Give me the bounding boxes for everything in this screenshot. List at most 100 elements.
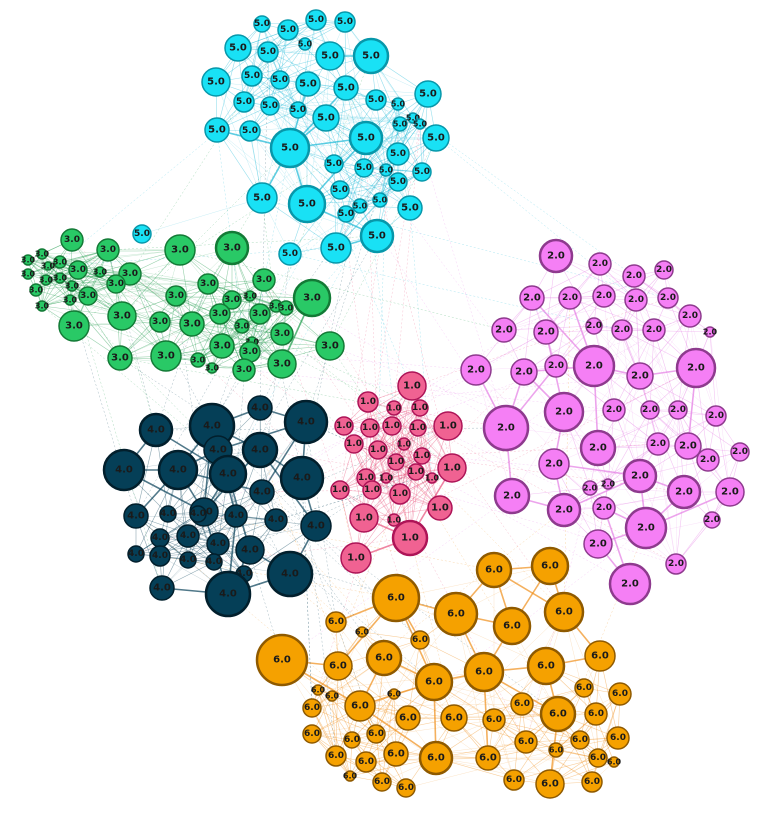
graph-node: 2.0 (482, 404, 530, 452)
node-label: 5.0 (244, 71, 260, 81)
node-label: 6.0 (304, 703, 320, 713)
graph-edge (269, 105, 378, 237)
graph-edge (161, 515, 237, 589)
node-circle (239, 120, 261, 142)
node-label: 1.0 (412, 403, 428, 413)
node-label: 1.0 (443, 463, 461, 474)
graph-node: 5.0 (414, 80, 442, 108)
node-circle (334, 416, 354, 436)
node-label: 2.0 (586, 321, 602, 331)
node-circle (315, 331, 345, 361)
node-circle (357, 391, 379, 413)
node-circle (96, 238, 120, 262)
graph-edge (187, 519, 277, 537)
node-label: 4.0 (169, 465, 187, 476)
graph-edge (607, 409, 651, 485)
graph-node: 5.0 (379, 163, 394, 177)
graph-node: 2.0 (588, 252, 612, 276)
node-circle (330, 180, 350, 200)
graph-edge (249, 137, 367, 353)
graph-edge (167, 513, 251, 551)
node-label: 4.0 (180, 555, 196, 565)
node-label: 2.0 (555, 505, 573, 516)
node-label: 1.0 (332, 485, 348, 495)
graph-node: 4.0 (204, 570, 252, 618)
graph-node: 2.0 (592, 496, 616, 520)
node-label: 2.0 (704, 515, 720, 525)
node-label: 6.0 (549, 709, 567, 720)
node-circle (611, 319, 633, 341)
graph-edge (343, 407, 421, 427)
node-circle (535, 769, 565, 799)
node-circle (149, 575, 175, 601)
node-label: 1.0 (336, 421, 352, 431)
graph-edge (175, 295, 243, 327)
node-label: 1.0 (387, 404, 402, 413)
node-circle (209, 333, 235, 359)
graph-edge (487, 611, 565, 759)
node-circle (703, 511, 721, 529)
graph-node: 4.0 (159, 505, 177, 523)
graph-node: 4.0 (283, 399, 329, 445)
graph-edge (475, 369, 591, 489)
graph-node: 4.0 (235, 535, 265, 565)
node-label: 2.0 (700, 455, 716, 465)
node-label: 3.0 (29, 286, 44, 295)
node-label: 3.0 (269, 302, 284, 311)
graph-node: 2.0 (705, 405, 727, 427)
node-label: 6.0 (387, 593, 405, 604)
graph-edge (589, 443, 659, 489)
node-label: 2.0 (646, 325, 662, 335)
graph-node: 6.0 (543, 591, 585, 633)
graph-node: 6.0 (323, 651, 353, 681)
node-label: 6.0 (344, 735, 360, 745)
node-circle (730, 442, 750, 462)
graph-edge (175, 295, 313, 299)
node-circle (340, 542, 372, 574)
node-circle (107, 301, 137, 331)
node-circle (269, 127, 311, 169)
graph-edge (367, 401, 559, 715)
graph-edge (393, 367, 697, 521)
graph-edge (395, 597, 547, 667)
graph-node: 4.0 (127, 545, 145, 563)
graph-node: 6.0 (440, 704, 468, 732)
node-circle (366, 724, 386, 744)
node-circle (387, 453, 405, 471)
graph-node: 1.0 (407, 463, 425, 481)
node-label: 3.0 (279, 304, 294, 313)
node-circle (510, 358, 538, 386)
graph-node: 6.0 (355, 751, 377, 773)
graph-node: 5.0 (352, 198, 368, 214)
node-circle (206, 362, 218, 374)
graph-node: 5.0 (257, 41, 279, 63)
graph-node: 3.0 (107, 301, 137, 331)
graph-node: 1.0 (389, 483, 411, 505)
node-circle (715, 477, 745, 507)
graph-edge (345, 213, 669, 299)
node-circle (584, 640, 616, 672)
graph-node: 3.0 (252, 268, 276, 292)
graph-node: 2.0 (493, 477, 531, 515)
node-circle (533, 319, 559, 345)
node-circle (157, 449, 199, 491)
node-circle (337, 205, 355, 223)
graph-edge (41, 253, 89, 297)
node-circle (579, 429, 617, 467)
node-label: 1.0 (347, 553, 365, 564)
graph-node: 5.0 (224, 34, 252, 62)
graph-node: 2.0 (666, 474, 702, 510)
graph-node: 6.0 (302, 698, 322, 718)
graph-edge (279, 79, 421, 409)
node-circle (264, 508, 288, 532)
graph-node: 2.0 (533, 319, 559, 345)
node-label: 5.0 (242, 126, 258, 136)
graph-node: 5.0 (312, 104, 340, 132)
graph-edge (331, 695, 367, 763)
graph-node: 1.0 (433, 411, 463, 441)
graph-node: 3.0 (106, 274, 126, 294)
graph-node: 6.0 (325, 745, 347, 767)
graph-node: 6.0 (570, 730, 590, 750)
graph-edge (251, 19, 317, 77)
graph-edge (197, 333, 283, 361)
